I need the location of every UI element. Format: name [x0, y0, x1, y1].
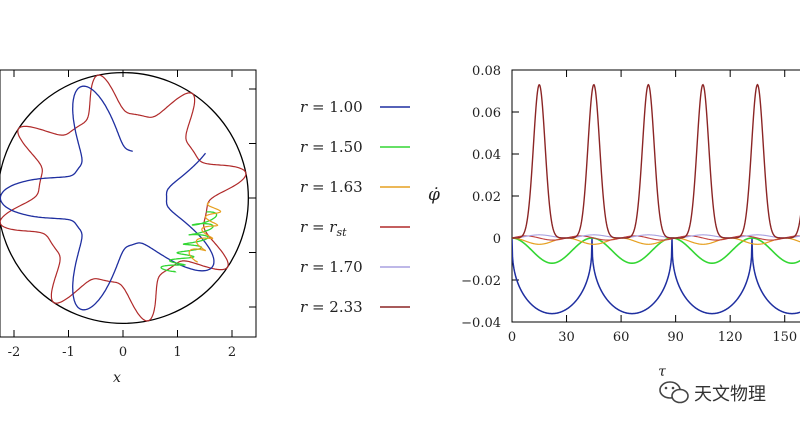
x-tick-label: 150 [772, 330, 797, 345]
x-tick-label: -1 [62, 345, 75, 360]
y-tick-label: −0.02 [461, 274, 501, 289]
right-y-label: φ̇ [428, 185, 440, 205]
watermark-text: 天文物理 [694, 384, 766, 405]
x-tick-label: 120 [718, 330, 743, 345]
left-frame [0, 69, 257, 338]
right-x-label: τ [658, 364, 666, 380]
legend: r = 1.00 r = 1.50 r = 1.63 r = rst r = 1.70 r… [300, 98, 410, 316]
legend-label: r = 1.50 [300, 138, 363, 156]
x-tick-label: 1 [173, 345, 181, 360]
x-tick-label: -2 [8, 345, 21, 360]
x-tick-label: 30 [558, 330, 575, 345]
right-plot-area [512, 83, 800, 315]
legend-label: r = 1.70 [300, 258, 363, 276]
x-tick-label: 0 [508, 330, 516, 345]
series-r150-trajectory [160, 211, 218, 273]
series-r233-line [512, 83, 800, 239]
legend-label: r = rst [300, 218, 347, 239]
right-panel: 0.08 0.06 0.04 0.02 0 −0.02 −0.04 0 30 60 90 120 150… [428, 64, 800, 380]
y-tick-label: 0.02 [472, 190, 501, 205]
series-r100-trajectory [0, 85, 215, 311]
series-r100-line [512, 237, 800, 315]
left-x-label: x [113, 370, 121, 386]
series-r150-line [512, 237, 800, 265]
legend-label: r = 1.63 [300, 178, 363, 196]
series-rst-line [512, 235, 800, 241]
series-rst-orbit [0, 74, 247, 322]
legend-label: r = 1.00 [300, 98, 363, 116]
y-tick-label: −0.04 [461, 316, 501, 331]
legend-label: r = 2.33 [300, 298, 363, 316]
watermark: 天文物理 [659, 381, 766, 405]
x-tick-label: 0 [119, 345, 127, 360]
left-x-ticks: -2 -1 0 1 2 [8, 70, 256, 360]
x-tick-label: 90 [667, 330, 684, 345]
y-tick-label: 0.06 [472, 106, 501, 121]
left-panel: -2 -1 0 1 2 x [0, 69, 257, 386]
y-tick-label: 0.08 [472, 64, 501, 79]
x-tick-label: 2 [228, 345, 236, 360]
y-tick-label: 0 [493, 232, 501, 247]
right-ticks: 0.08 0.06 0.04 0.02 0 −0.02 −0.04 0 30 60 90 120 150 [461, 64, 797, 345]
series-r163-trajectory [188, 201, 222, 263]
x-tick-label: 60 [613, 330, 630, 345]
left-plot-area [0, 72, 249, 324]
right-frame [511, 69, 800, 323]
boundary-circle [0, 72, 249, 324]
y-tick-label: 0.04 [472, 148, 501, 163]
wechat-icon [659, 381, 689, 404]
